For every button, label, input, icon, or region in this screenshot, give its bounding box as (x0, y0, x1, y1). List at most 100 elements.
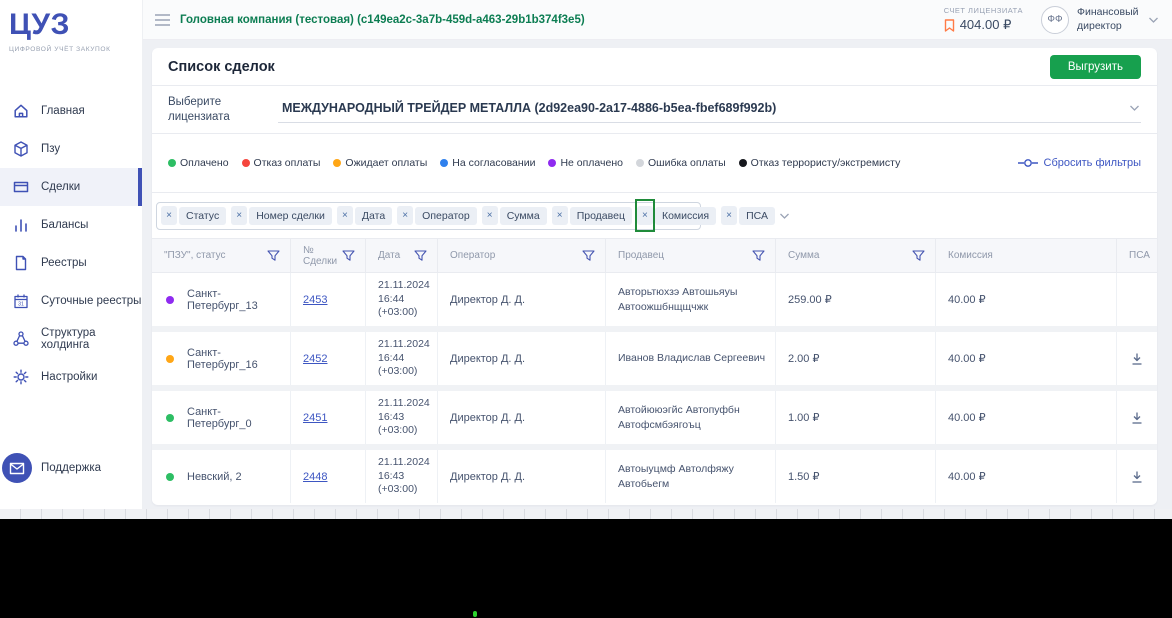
filter-chip-psa: × ПСА (721, 206, 775, 225)
deal-operator: Директор Д. Д. (437, 391, 605, 444)
remove-chip-button[interactable]: × (161, 206, 177, 225)
filter-chip-amount: × Сумма (481, 206, 547, 225)
sidebar-item-label: Пзу (41, 143, 61, 155)
legend-item: Не оплачено (548, 157, 623, 169)
deal-amount: 1.00 ₽ (775, 391, 935, 444)
company-title: Головная компания (тестовая) (c149ea2c-3… (180, 13, 585, 26)
reset-filters-label: Сбросить фильтры (1043, 157, 1142, 169)
sidebar-item-registries[interactable]: Реестры (0, 244, 142, 282)
table-row[interactable]: Санкт-Петербург_0 2451 21.11.2024 16:43 (+… (152, 391, 1157, 444)
table-header: "ПЗУ", статус № Сделки Дата Оператор Про… (152, 238, 1157, 273)
status-dot (440, 159, 449, 167)
sidebar-item-deals[interactable]: Сделки (0, 168, 142, 206)
status-dot (166, 354, 174, 363)
sidebar-item-pzu[interactable]: Пзу (0, 130, 142, 168)
column-header-commission: Комиссия (935, 239, 1116, 272)
filter-chip-status: × Статус (161, 206, 227, 225)
remove-chip-button[interactable]: × (397, 206, 414, 225)
divider (152, 192, 1157, 193)
row-separator (152, 444, 1157, 450)
remove-chip-button[interactable]: × (231, 206, 248, 225)
remove-chip-button[interactable]: × (481, 206, 498, 225)
license-account-label: СЧЕТ ЛИЦЕНЗИАТА (943, 6, 1023, 15)
status-legend: Оплачено Отказ оплаты Ожидает оплаты На … (152, 134, 1157, 192)
column-header-status[interactable]: "ПЗУ", статус (152, 239, 290, 272)
filter-funnel-icon[interactable] (414, 249, 427, 262)
row-separator (152, 385, 1157, 391)
status-dot (548, 159, 557, 167)
sidebar-item-label: Балансы (41, 219, 89, 231)
remove-chip-button[interactable]: × (551, 206, 568, 225)
app-logo-subtitle: ЦИФРОВОЙ УЧЁТ ЗАКУПОК (9, 46, 111, 53)
sidebar-item-home[interactable]: Главная (0, 92, 142, 130)
deal-number-link[interactable]: 2451 (303, 411, 328, 424)
chevron-down-icon (1130, 105, 1139, 111)
sidebar: ЦУЗ ЦИФРОВОЙ УЧЁТ ЗАКУПОК Главная Пзу (0, 0, 143, 509)
reset-filters-button[interactable]: Сбросить фильтры (1017, 157, 1142, 169)
logo-block: ЦУЗ ЦИФРОВОЙ УЧЁТ ЗАКУПОК (0, 0, 142, 92)
filter-funnel-icon[interactable] (267, 249, 280, 262)
sidebar-item-label: Сделки (41, 181, 81, 193)
status-dot (166, 472, 174, 481)
export-button[interactable]: Выгрузить (1049, 54, 1141, 79)
download-psa-button[interactable] (1116, 391, 1157, 444)
filter-chips-input[interactable]: × Статус × Номер сделки × Дата × Оператор × С… (156, 199, 789, 232)
remove-chip-button[interactable]: × (721, 206, 738, 225)
table-row[interactable]: Санкт-Петербург_16 2452 21.11.2024 16:44(… (152, 332, 1157, 385)
status-dot (333, 159, 342, 167)
horizontal-scrollbar-track[interactable] (0, 509, 1172, 519)
bookmark-icon (944, 18, 955, 32)
column-header-date[interactable]: Дата (365, 239, 437, 272)
sidebar-item-holding-structure[interactable]: Структура холдинга (0, 320, 142, 358)
sidebar-item-label: Главная (41, 105, 85, 117)
filter-funnel-icon[interactable] (582, 249, 595, 262)
filter-funnel-icon[interactable] (342, 249, 355, 262)
chevron-down-icon (1149, 17, 1158, 23)
pzu-name: Санкт-Петербург_16 (187, 346, 258, 371)
filter-funnel-icon[interactable] (912, 249, 925, 262)
status-dot (636, 159, 644, 167)
sidebar-item-settings[interactable]: Настройки (0, 358, 142, 396)
user-menu[interactable]: ФФ Финансовый директор (1041, 5, 1158, 34)
pzu-name: Невский, 2 (187, 470, 242, 483)
hamburger-menu-icon[interactable] (155, 13, 170, 26)
download-psa-button[interactable] (1116, 332, 1157, 385)
remove-chip-button[interactable]: × (336, 206, 353, 225)
sidebar-item-balances[interactable]: Балансы (0, 206, 142, 244)
filter-funnel-icon[interactable] (752, 249, 765, 262)
legend-item: На согласовании (440, 157, 535, 169)
app-logo: ЦУЗ (9, 8, 70, 41)
support-button[interactable]: Поддержка (0, 453, 142, 509)
letterbox-area (0, 519, 1172, 618)
status-dot (241, 159, 250, 167)
table-row[interactable]: Невский, 2 2448 21.11.2024 16:43 (+03:00) … (152, 450, 1157, 503)
column-header-operator[interactable]: Оператор (437, 239, 605, 272)
filter-chip-operator: × Оператор (397, 206, 477, 225)
support-label: Поддержка (41, 462, 101, 474)
column-header-seller[interactable]: Продавец (605, 239, 775, 272)
deal-number-link[interactable]: 2448 (303, 470, 328, 483)
document-icon (12, 254, 30, 272)
divider (152, 133, 1157, 134)
licensee-value: МЕЖДУНАРОДНЫЙ ТРЕЙДЕР МЕТАЛЛА (2d92ea90-… (282, 100, 777, 115)
deal-number-link[interactable]: 2452 (303, 352, 328, 365)
licensee-select[interactable]: МЕЖДУНАРОДНЫЙ ТРЕЙДЕР МЕТАЛЛА (2d92ea90-… (278, 97, 1141, 123)
license-account-value: 404.00 ₽ (959, 17, 1012, 32)
status-dot (168, 159, 176, 167)
column-header-amount[interactable]: Сумма (775, 239, 935, 272)
sidebar-item-daily-registries[interactable]: 31 Суточные реестры (0, 282, 142, 320)
deal-operator: Директор Д. Д. (437, 332, 605, 385)
table-row[interactable]: Санкт-Петербург_13 2453 21.11.2024 16:44(… (152, 273, 1157, 326)
legend-item: Ошибка оплаты (636, 157, 726, 169)
filter-chip-date: × Дата (336, 206, 393, 225)
chevron-down-icon (780, 213, 789, 219)
row-separator (152, 326, 1157, 332)
home-icon (12, 102, 30, 120)
deal-number-link[interactable]: 2453 (303, 293, 328, 306)
user-role: Финансовый директор (1077, 6, 1139, 32)
download-psa-button[interactable] (1116, 450, 1157, 503)
filter-chip-seller: × Продавец (551, 206, 632, 225)
column-header-deal-no[interactable]: № Сделки (290, 239, 365, 272)
remove-chip-button-annotated[interactable]: × (634, 199, 655, 232)
